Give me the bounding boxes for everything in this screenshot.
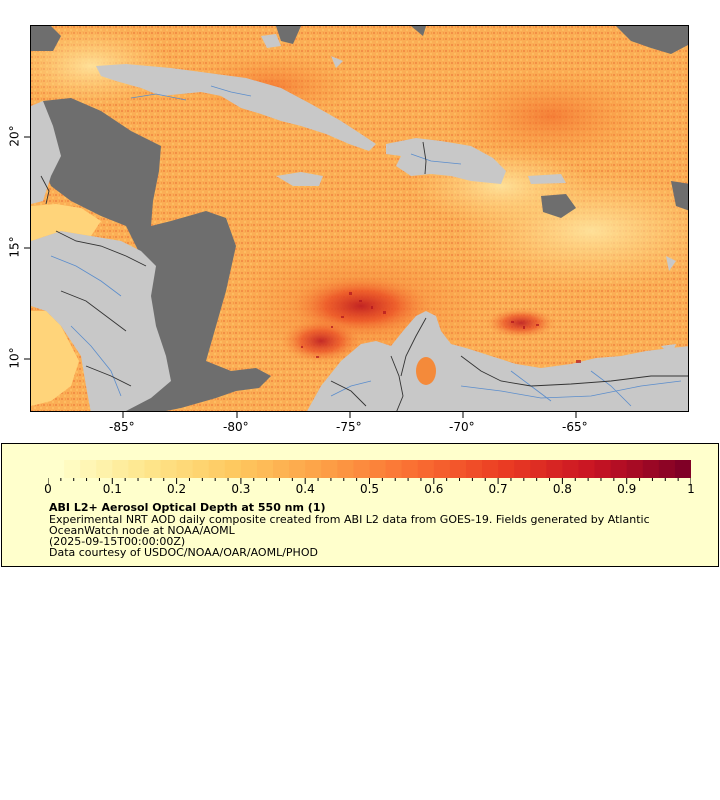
color-scale-step <box>643 460 660 478</box>
color-scale-tick-label: 0.9 <box>617 482 636 496</box>
color-scale-step <box>370 460 387 478</box>
color-scale-step <box>659 460 676 478</box>
color-scale-step <box>418 460 435 478</box>
color-scale-step <box>289 460 306 478</box>
color-scale-step <box>128 460 145 478</box>
aod-map <box>30 25 689 412</box>
color-scale-step <box>112 460 129 478</box>
color-scale-step <box>611 460 628 478</box>
color-scale-step <box>209 460 226 478</box>
color-scale-step <box>161 460 178 478</box>
x-tick-label: -75° <box>336 420 362 434</box>
color-scale-step <box>80 460 97 478</box>
color-scale-tick-label: 0 <box>44 482 52 496</box>
color-scale-step <box>434 460 451 478</box>
color-scale-tick-label: 0.3 <box>231 482 250 496</box>
legend-credit: Data courtesy of USDOC/NOAA/OAR/AOML/PHO… <box>49 547 318 559</box>
legend-panel: 0 0.1 0.2 0.3 0.4 0.5 0.6 0.7 0.8 0.9 1 ABI L2+ Ae… <box>1 443 719 567</box>
y-tick-label: 20° <box>8 125 22 146</box>
y-tick-label: 10° <box>8 347 22 368</box>
aod-map-image <box>31 26 689 412</box>
color-scale-step <box>337 460 354 478</box>
color-scale-tick-label: 0.5 <box>360 482 379 496</box>
color-scale-step <box>257 460 274 478</box>
x-tick-label: -70° <box>449 420 475 434</box>
color-scale-step <box>578 460 595 478</box>
color-scale-tick-label: 0.1 <box>103 482 122 496</box>
color-scale-step <box>466 460 483 478</box>
color-scale-step <box>48 460 65 478</box>
color-scale-step <box>273 460 290 478</box>
y-tick-label: 15° <box>8 236 22 257</box>
color-scale-step <box>144 460 161 478</box>
color-scale-step <box>386 460 403 478</box>
color-scale-step <box>498 460 515 478</box>
color-scale-step <box>450 460 467 478</box>
color-scale-step <box>64 460 81 478</box>
color-scale-step <box>627 460 644 478</box>
color-scale-step <box>482 460 499 478</box>
color-scale-step <box>353 460 370 478</box>
legend-title: ABI L2+ Aerosol Optical Depth at 550 nm … <box>49 502 326 514</box>
color-scale-step <box>402 460 419 478</box>
color-scale-step <box>321 460 338 478</box>
color-scale-step <box>225 460 242 478</box>
color-scale-step <box>562 460 579 478</box>
color-scale-step <box>514 460 531 478</box>
color-scale-step <box>241 460 258 478</box>
color-scale-step <box>96 460 113 478</box>
color-scale-step <box>193 460 210 478</box>
color-scale-tick-label: 0.2 <box>167 482 186 496</box>
color-scale-tick-label: 0.4 <box>296 482 315 496</box>
color-scale-step <box>305 460 322 478</box>
color-scale-step <box>177 460 194 478</box>
color-scale-step <box>595 460 612 478</box>
color-scale-step <box>546 460 563 478</box>
color-scale-bar <box>48 460 691 478</box>
color-scale-tick-label: 1 <box>687 482 695 496</box>
x-tick-label: -65° <box>562 420 588 434</box>
color-scale-step <box>675 460 691 478</box>
color-scale-tick-label: 0.6 <box>424 482 443 496</box>
color-scale-tick-label: 0.7 <box>489 482 508 496</box>
x-tick-label: -80° <box>223 420 249 434</box>
color-scale-step <box>530 460 547 478</box>
x-tick-label: -85° <box>109 420 135 434</box>
color-scale-tick-label: 0.8 <box>553 482 572 496</box>
